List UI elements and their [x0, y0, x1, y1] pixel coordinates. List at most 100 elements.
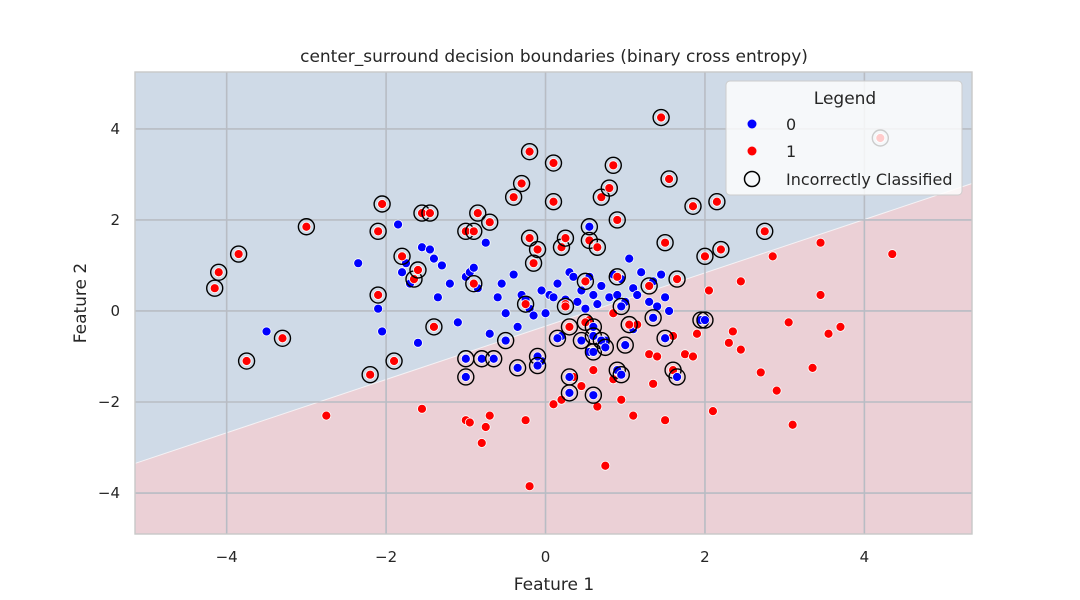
misclassified-ring [516, 295, 535, 313]
point-class-1 [735, 344, 746, 355]
misclassified-ring [612, 365, 630, 384]
misclassified-ring [485, 350, 503, 368]
point-class-0 [644, 296, 655, 307]
legend-marker-1 [747, 146, 757, 156]
point-class-1 [604, 183, 615, 193]
point-class-1 [660, 415, 670, 426]
misclassified-ring [572, 331, 591, 350]
point-class-1 [476, 438, 487, 448]
point-class-1 [524, 146, 535, 157]
point-class-0 [636, 267, 647, 278]
misclassified-ring [496, 331, 515, 350]
point-class-0 [552, 333, 563, 344]
point-class-1 [580, 276, 591, 287]
point-class-0 [564, 387, 575, 398]
misclassified-ring [465, 222, 483, 241]
point-class-1 [548, 399, 559, 410]
point-class-1 [596, 192, 607, 203]
point-class-0 [536, 285, 547, 296]
point-class-1 [484, 217, 495, 228]
point-class-1 [484, 410, 495, 421]
point-class-0 [588, 390, 599, 401]
point-class-1 [648, 378, 659, 389]
class-1-region [135, 183, 972, 534]
point-class-1 [700, 251, 710, 262]
point-class-1 [656, 112, 667, 123]
point-class-0 [425, 244, 435, 255]
misclassified-ring [297, 218, 316, 236]
misclassified-ring [512, 174, 531, 193]
point-class-1 [548, 158, 559, 168]
point-class-1 [213, 267, 224, 278]
point-class-1 [835, 321, 846, 332]
point-class-1 [712, 196, 722, 207]
point-class-1 [480, 422, 491, 432]
legend-marker-0 [747, 119, 757, 129]
point-class-0 [373, 303, 384, 314]
point-class-0 [584, 221, 595, 232]
point-class-1 [233, 249, 244, 259]
point-class-1 [301, 221, 312, 232]
misclassified-ring [544, 154, 563, 172]
point-class-0 [468, 262, 479, 273]
misclassified-ring [385, 352, 403, 370]
legend-marker-misclassified [743, 170, 761, 188]
point-class-1 [588, 365, 599, 376]
misclassified-ring [373, 195, 391, 213]
misclassified-ring [481, 213, 499, 231]
point-class-1 [321, 410, 332, 421]
misclassified-ring [544, 193, 563, 211]
point-class-0 [417, 242, 427, 253]
misclassified-ring [369, 286, 387, 304]
point-class-1 [660, 237, 670, 248]
misclassified-ring [237, 352, 256, 370]
point-class-0 [512, 362, 523, 373]
point-class-0 [377, 326, 388, 337]
point-class-1 [468, 278, 479, 289]
point-class-1 [600, 460, 611, 471]
misclassified-ring [604, 156, 622, 175]
misclassified-ring [684, 197, 702, 215]
point-class-1 [680, 349, 690, 360]
misclassified-ring [508, 359, 527, 377]
point-class-0 [488, 353, 499, 364]
point-class-0 [429, 253, 439, 264]
point-class-1 [815, 290, 826, 300]
misclassified-ring [712, 240, 730, 259]
point-class-1 [628, 410, 639, 421]
point-class-0 [700, 315, 710, 325]
y-tick-label: 0 [110, 302, 120, 320]
misclassified-ring [600, 179, 618, 197]
point-class-0 [648, 312, 659, 323]
point-class-0 [660, 292, 670, 303]
point-class-0 [572, 296, 583, 307]
point-class-1 [767, 251, 778, 262]
misclassified-ring [608, 211, 626, 229]
point-class-1 [708, 406, 718, 417]
point-class-0 [656, 269, 667, 280]
point-class-1 [612, 215, 623, 225]
misclassified-ring [206, 279, 224, 297]
point-class-1 [425, 208, 435, 219]
point-class-1 [241, 356, 252, 366]
misclassified-ring [660, 170, 678, 188]
point-class-1 [624, 319, 635, 330]
point-class-1 [429, 321, 439, 332]
point-class-0 [588, 290, 599, 300]
point-class-1 [508, 192, 519, 203]
point-class-0 [672, 372, 682, 382]
x-tick-label: −4 [216, 548, 238, 566]
point-class-1 [692, 328, 702, 339]
misclassified-ring [696, 311, 714, 329]
point-class-0 [624, 253, 635, 264]
point-class-1 [616, 394, 627, 405]
x-tick-label: 0 [541, 548, 551, 566]
misclassified-ring [361, 365, 379, 384]
misclassified-ring [393, 247, 411, 266]
misclassified-ring [504, 188, 523, 206]
point-class-0 [397, 267, 407, 278]
point-class-1 [783, 317, 794, 328]
point-class-1 [532, 244, 543, 255]
point-class-1 [755, 367, 766, 378]
legend: Legend 0 1 Incorrectly Classified [725, 80, 963, 196]
